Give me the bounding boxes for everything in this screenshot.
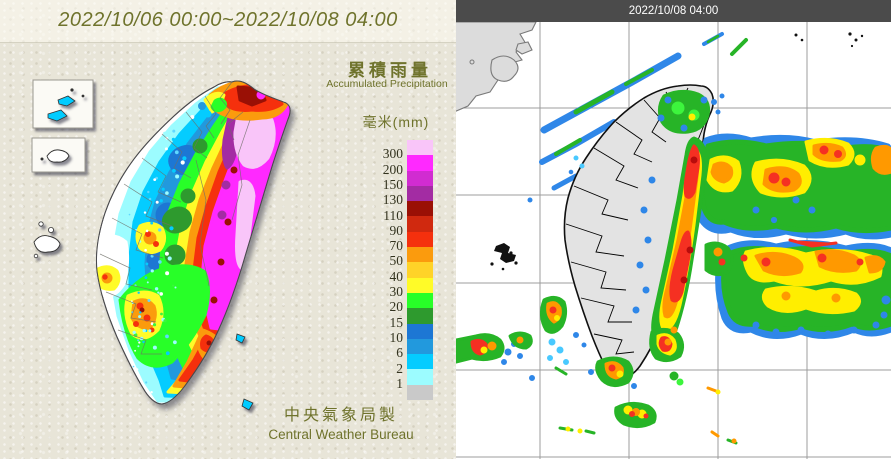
legend-color-cell bbox=[407, 262, 433, 278]
radar-panel: 2022/10/08 04:00 bbox=[456, 0, 891, 459]
legend-color-cell bbox=[407, 277, 433, 293]
legend-title-zh: 累積雨量 bbox=[348, 61, 432, 80]
radar-map-svg bbox=[456, 22, 891, 459]
legend-color-cell bbox=[407, 155, 433, 171]
credit-en: Central Weather Bureau bbox=[268, 427, 414, 442]
kinmen-inset bbox=[31, 137, 86, 173]
legend-scale-label: 200 bbox=[382, 161, 403, 177]
legend-scale-label: 90 bbox=[389, 222, 404, 238]
legend-unit-label: 毫米(mm) bbox=[362, 114, 430, 130]
legend-title-en: Accumulated Precipitation bbox=[326, 78, 448, 90]
echo-nw-streaks bbox=[527, 32, 748, 203]
legend-scale-label: 70 bbox=[389, 238, 404, 254]
legend-color-cell bbox=[407, 308, 433, 324]
islets-top-right bbox=[794, 32, 864, 48]
credit-block: 中央氣象局製 Central Weather Bureau bbox=[236, 401, 446, 442]
legend-color-cell bbox=[407, 201, 433, 217]
title-strip bbox=[0, 0, 456, 43]
legend-color-bar bbox=[407, 140, 433, 401]
legend-scale-label: 10 bbox=[389, 330, 404, 346]
legend-scale-label: 50 bbox=[389, 253, 404, 269]
radar-timestamp-header: 2022/10/08 04:00 bbox=[456, 0, 891, 22]
legend-color-cell bbox=[407, 216, 433, 232]
orchid-island bbox=[241, 398, 254, 411]
legend-scale-label: 15 bbox=[389, 314, 404, 330]
legend-color-cell bbox=[407, 338, 433, 355]
legend-scale-label: 40 bbox=[389, 268, 404, 284]
precip-legend-scale: 300 200 150 130 110 90 70 50 40 30 20 15 10 6 2 1 bbox=[361, 140, 433, 401]
legend-scale-label: 30 bbox=[389, 284, 404, 300]
echo-east-band-south bbox=[704, 238, 891, 339]
station-speckle-dots bbox=[128, 107, 195, 394]
legend-color-cell bbox=[407, 369, 433, 385]
legend-scale-label: 110 bbox=[383, 207, 403, 223]
echo-sw-cells bbox=[456, 295, 587, 381]
accumulated-precipitation-panel: 2022/10/06 00:00~2022/10/08 04:00 bbox=[0, 0, 456, 459]
legend-color-cell bbox=[407, 140, 433, 156]
mainland-china-coast bbox=[456, 22, 537, 112]
penghu-islands bbox=[33, 221, 61, 259]
legend-color-cell bbox=[407, 323, 433, 339]
echo-east-coast-core bbox=[568, 136, 708, 347]
echo-south-cells bbox=[558, 326, 738, 445]
legend-scale-label: 300 bbox=[382, 146, 403, 162]
legend-color-cell bbox=[407, 185, 433, 202]
legend-scale-label: 6 bbox=[396, 345, 403, 361]
legend-scale-label: 20 bbox=[389, 299, 404, 315]
legend-scale-label: 2 bbox=[396, 360, 403, 376]
precipitation-map-svg bbox=[31, 79, 291, 411]
legend-scale-label: 1 bbox=[396, 375, 403, 391]
echo-east-band-north bbox=[694, 133, 891, 240]
taiwan-coastline bbox=[96, 80, 291, 405]
legend-color-cell bbox=[407, 354, 433, 370]
date-range-title: 2022/10/06 00:00~2022/10/08 04:00 bbox=[58, 9, 398, 31]
green-island bbox=[235, 333, 246, 344]
legend-color-cell bbox=[407, 247, 433, 263]
legend-scale-label: 150 bbox=[382, 177, 403, 193]
legend-color-cell bbox=[407, 231, 433, 248]
legend-scale-labels: 300 200 150 130 110 90 70 50 40 30 20 15 10 6 2 1 bbox=[361, 140, 403, 400]
credit-zh: 中央氣象局製 bbox=[283, 407, 398, 424]
legend-color-cell bbox=[407, 292, 433, 309]
penghu-islands-radar bbox=[490, 243, 518, 271]
matsu-inset bbox=[32, 79, 94, 129]
legend-scale-label: 130 bbox=[382, 192, 403, 208]
legend-color-cell bbox=[407, 170, 433, 186]
echo-north-taiwan bbox=[657, 89, 725, 134]
legend-color-cell bbox=[407, 384, 433, 401]
county-borders bbox=[99, 81, 251, 355]
